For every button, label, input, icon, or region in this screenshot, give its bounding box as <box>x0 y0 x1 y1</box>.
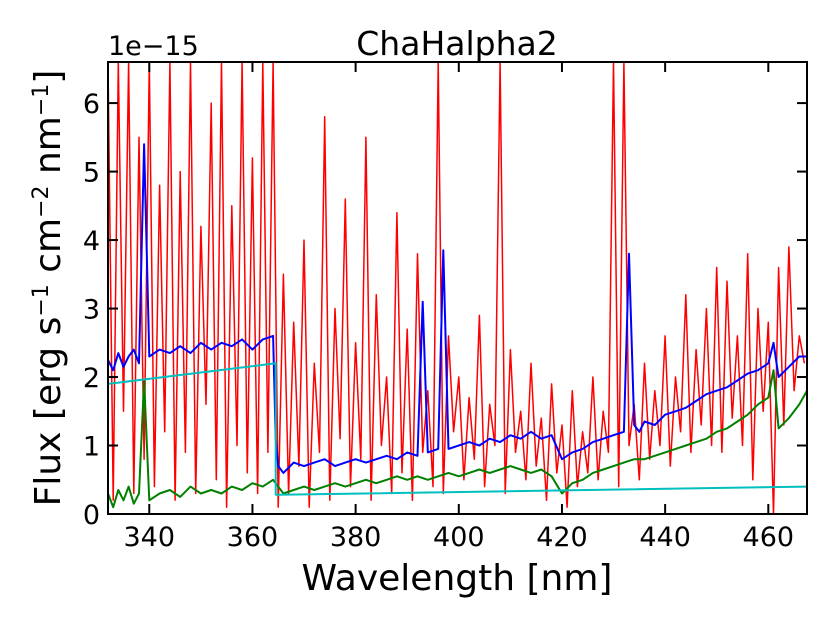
plot-frame <box>107 61 808 515</box>
x-tick-label: 400 <box>433 522 485 553</box>
y-tick-label: 4 <box>83 226 100 257</box>
series-blue-line <box>108 143 807 474</box>
y-tick-label: 1 <box>83 432 100 463</box>
y-axis-title-sup2: −2 <box>29 185 54 217</box>
x-tick-label: 340 <box>123 522 175 553</box>
y-axis-title-sup3: −1 <box>29 84 54 116</box>
y-tick-label: 2 <box>83 363 100 394</box>
y-axis-title-mid2: nm <box>28 116 69 185</box>
y-tick-label: 3 <box>83 295 100 326</box>
y-axis-title-mid: cm <box>28 218 69 284</box>
x-axis-title: Wavelength [nm] <box>302 558 613 599</box>
y-axis-title: Flux [erg s−1 cm−2 nm−1] <box>28 70 69 507</box>
tick-layer: 340 360 380 400 420 440 460 0 1 2 3 4 5 6 <box>83 62 807 553</box>
series-red-line <box>108 62 806 514</box>
y-offset-label: 1e−15 <box>108 31 199 62</box>
series-green-line <box>108 369 807 509</box>
y-axis-title-sup1: −1 <box>29 284 54 316</box>
series-layer <box>108 62 807 514</box>
y-tick-label: 5 <box>83 158 100 189</box>
x-tick-label: 360 <box>227 522 279 553</box>
x-tick-label: 380 <box>330 522 382 553</box>
y-tick-label: 0 <box>83 500 100 531</box>
chart-title: ChaHalpha2 <box>356 24 557 63</box>
x-tick-label: 440 <box>639 522 691 553</box>
x-tick-label: 420 <box>536 522 588 553</box>
y-axis-title-main: Flux [erg s <box>28 317 69 507</box>
y-axis-title-end: ] <box>28 70 69 84</box>
y-tick-label: 6 <box>83 89 100 120</box>
x-tick-label: 460 <box>743 522 795 553</box>
series-cyan-line <box>108 362 807 496</box>
